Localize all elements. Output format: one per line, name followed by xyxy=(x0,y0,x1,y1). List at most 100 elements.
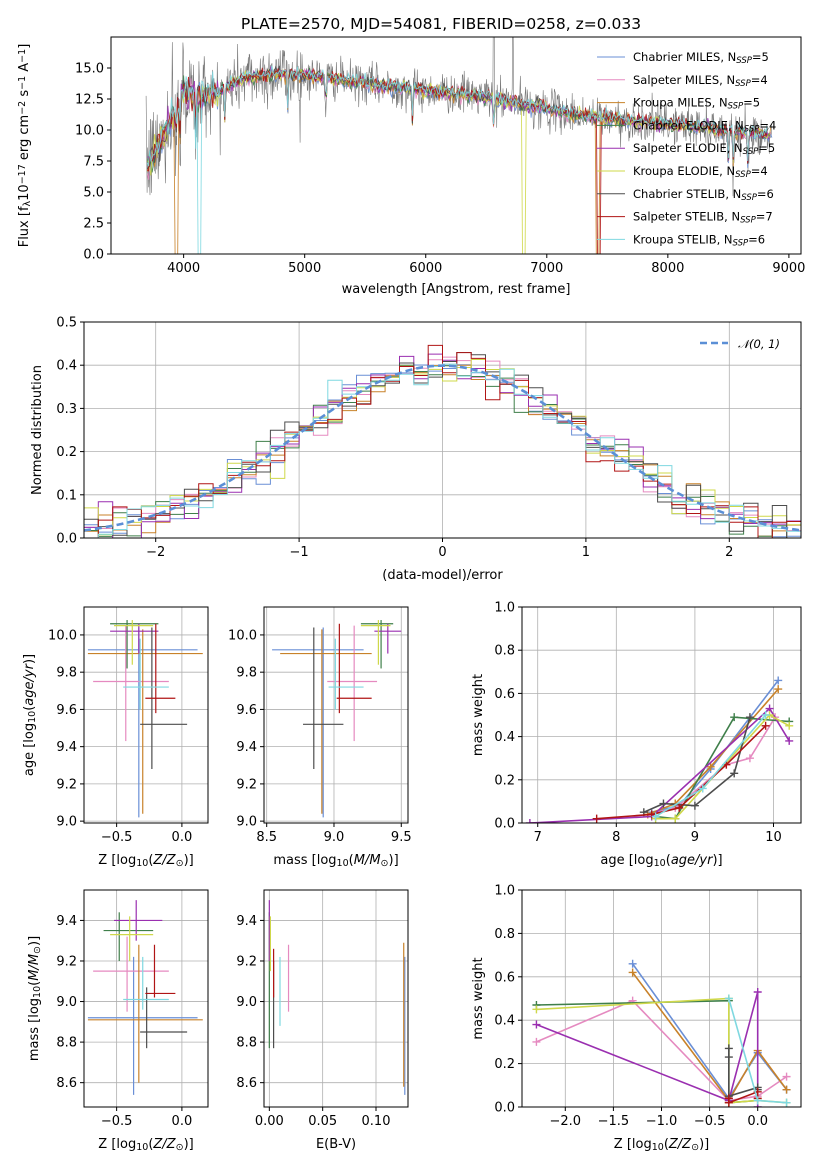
label-part: Flux [f xyxy=(17,206,32,247)
x-tick-label: −0.5 xyxy=(101,1114,133,1129)
series-line xyxy=(631,972,788,1102)
data-marker xyxy=(724,1044,733,1053)
legend-subscript: SSP xyxy=(735,170,751,180)
label-part: 10 xyxy=(136,858,148,869)
x-axis-label: wavelength [Angstrom, rest frame] xyxy=(342,282,571,297)
legend-series-name: Kroupa MILES, N xyxy=(633,96,728,110)
x-tick-label: 0.0 xyxy=(172,1114,193,1129)
legend-label-salpeter-elodie: Salpeter ELODIE, NSSP=5 xyxy=(633,141,775,157)
y-tick-label: 15.0 xyxy=(75,62,104,77)
axes-frame xyxy=(83,606,209,824)
grid-lines xyxy=(264,607,408,823)
label-part: ⊙ xyxy=(381,858,389,869)
x-tick-label: 0.00 xyxy=(255,1114,284,1129)
errorbar-salpeter-elodie xyxy=(114,900,163,941)
y-tick-label: 9.4 xyxy=(56,914,77,929)
label-part: mass [log xyxy=(27,998,42,1061)
legend-nssp: =7 xyxy=(756,210,773,224)
errorbar-chabrier-miles xyxy=(272,627,364,818)
data-marker xyxy=(724,1098,733,1107)
y-tick-label: 9.6 xyxy=(236,703,257,718)
data-marker xyxy=(782,1098,791,1107)
x-tick-label: −1.5 xyxy=(598,1114,630,1129)
legend-nssp: =6 xyxy=(748,232,765,246)
label-part: )] xyxy=(699,1137,709,1152)
errorbar-kroupa-stelib xyxy=(123,956,169,1010)
y-tick-label: 0.2 xyxy=(494,773,515,788)
label-part: Z [log xyxy=(614,1137,652,1152)
data-marker xyxy=(671,814,680,823)
errorbar-salpeter-stelib xyxy=(145,623,176,714)
x-axis-label: (data-model)/error xyxy=(382,568,503,583)
x-tick-label: −2 xyxy=(146,545,165,560)
legend-subscript: SSP xyxy=(728,101,744,111)
y-tick-label: 0.2 xyxy=(494,1057,515,1072)
data-marker xyxy=(724,994,733,1003)
errorbar-kroupa-stelib xyxy=(123,638,169,710)
label-part: erg cm xyxy=(17,115,32,164)
legend-label-chabrier-stelib: Chabrier STELIB, NSSP=6 xyxy=(633,187,774,203)
y-tick-label: 9.0 xyxy=(236,995,257,1010)
label-part: ( xyxy=(666,853,671,868)
y-axis-label: mass [log10(M/M⊙)] xyxy=(27,936,43,1061)
y-tick-label: 9.2 xyxy=(56,954,77,969)
x-tick-label: 9000 xyxy=(772,261,805,276)
label-part: 10 xyxy=(337,858,349,869)
y-tick-label: 0.4 xyxy=(494,1014,515,1029)
y-tick-label: 8.8 xyxy=(236,1036,257,1051)
y-tick-label: 9.8 xyxy=(236,666,257,681)
grid-lines xyxy=(84,890,208,1107)
label-part: ⊙ xyxy=(176,1142,184,1153)
y-tick-label: 9.4 xyxy=(56,740,77,755)
grid-lines xyxy=(84,607,208,823)
label-part: −2 xyxy=(17,101,28,115)
x-axis-label: Z [log10(Z/Z⊙)] xyxy=(98,1137,193,1153)
errorbar-kroupa-elodie xyxy=(360,620,391,665)
label-part: Z/Z xyxy=(668,1137,692,1152)
legend-label-chabrier-miles: Chabrier MILES, NSSP=5 xyxy=(633,50,769,66)
label-part: )] xyxy=(389,853,399,868)
errorbar-salpeter-stelib xyxy=(336,623,372,714)
y-tick-label: 9.2 xyxy=(236,954,257,969)
y-axis-label: mass weight xyxy=(471,674,486,756)
label-part: mass [log xyxy=(273,853,336,868)
label-part: 10 xyxy=(32,986,43,998)
label-part: s xyxy=(17,90,32,101)
residual-histogram-panel: −2 −1 0 1 2 0.0 0.1 0.2 0.3 0.4 0.5 (data-model)/er… xyxy=(30,316,802,583)
x-tick-label: 8.5 xyxy=(256,830,277,845)
plot-area xyxy=(87,900,203,1095)
y-tick-label: 8.6 xyxy=(56,1076,77,1091)
label-part: age/yr xyxy=(22,662,37,705)
label-part: Z [log xyxy=(98,1137,136,1152)
data-marker xyxy=(753,1096,762,1105)
axes-frame xyxy=(521,606,802,824)
plot-area xyxy=(84,344,801,538)
data-marker xyxy=(774,676,783,685)
model-line-kroupa-stelib xyxy=(146,65,768,254)
series-kroupa-stelib xyxy=(651,711,770,821)
series-kroupa-miles xyxy=(643,685,783,819)
label-part: λ xyxy=(22,200,33,206)
legend-nssp: =5 xyxy=(743,96,760,110)
label-part: ⊙ xyxy=(691,1142,699,1153)
y-tick-label: 1.0 xyxy=(494,884,515,899)
axes-frame xyxy=(83,889,209,1108)
plot-area xyxy=(268,900,406,1095)
y-axis-label: Flux [fλ10−17 erg cm−2 s−1 A−1] xyxy=(17,44,34,248)
label-part: 10 xyxy=(136,1142,148,1153)
y-tick-label: 9.0 xyxy=(236,815,257,830)
series-line xyxy=(655,713,790,820)
y-tick-label: 0.0 xyxy=(83,248,104,263)
label-part: )] xyxy=(22,654,37,664)
errorbar-chabrier-stelib xyxy=(303,627,344,769)
label-part: age [log xyxy=(22,723,37,776)
legend-series-name: Chabrier STELIB, N xyxy=(633,187,741,201)
data-marker xyxy=(532,1020,541,1029)
x-tick-label: 8000 xyxy=(651,261,684,276)
y-tick-label: 0.6 xyxy=(494,687,515,702)
label-part: 10 xyxy=(17,184,32,201)
y-tick-label: 10.0 xyxy=(48,628,77,643)
legend-subscript: SSP xyxy=(736,56,752,66)
legend-subscript: SSP xyxy=(733,238,749,248)
